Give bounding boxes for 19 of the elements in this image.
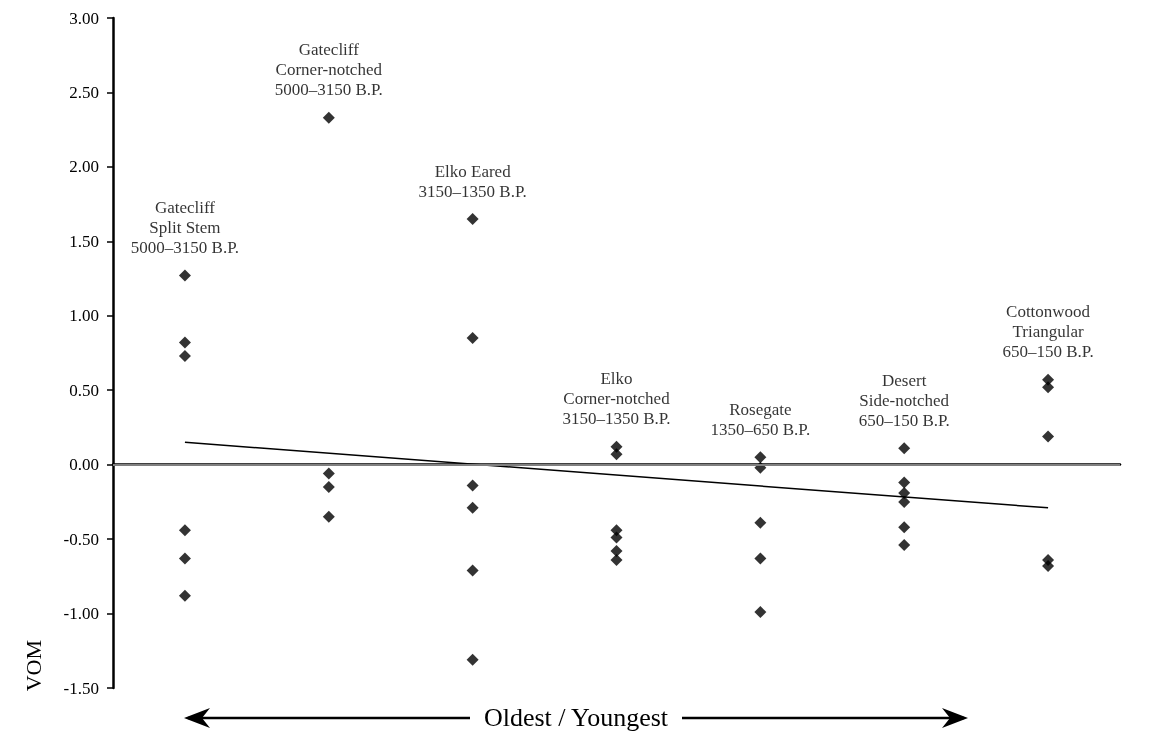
y-tick-label: 2.00 [69,157,99,177]
y-tick-label: 3.00 [69,8,99,28]
y-tick-label: -1.00 [63,604,99,624]
y-tick-label: -1.50 [63,678,99,698]
y-tick-label: 1.50 [69,231,99,251]
y-tick-label: 0.00 [69,455,99,475]
x-tick-label: Gatecliff Split Stem 5000–3150 B.P. [130,198,240,258]
x-tick-label: Cottonwood Triangular 650–150 B.P. [1002,302,1094,362]
y-tick-label: 1.00 [69,306,99,326]
x-tick-label: Desert Side-notched 650–150 B.P. [858,370,950,430]
x-tick-label: Elko Eared 3150–1350 B.P. [418,161,527,201]
y-axis-title: VOM [20,639,46,692]
x-axis-title: Oldest / Youngest [483,703,669,733]
x-tick-label: Elko Corner-notched 3150–1350 B.P. [562,369,671,429]
x-tick-label: Rosegate 1350–650 B.P. [710,399,811,439]
y-tick-label: 2.50 [69,82,99,102]
x-tick-label: Gatecliff Corner-notched 5000–3150 B.P. [274,40,383,100]
y-tick-label: -0.50 [63,529,99,549]
y-tick-label: 0.50 [69,380,99,400]
